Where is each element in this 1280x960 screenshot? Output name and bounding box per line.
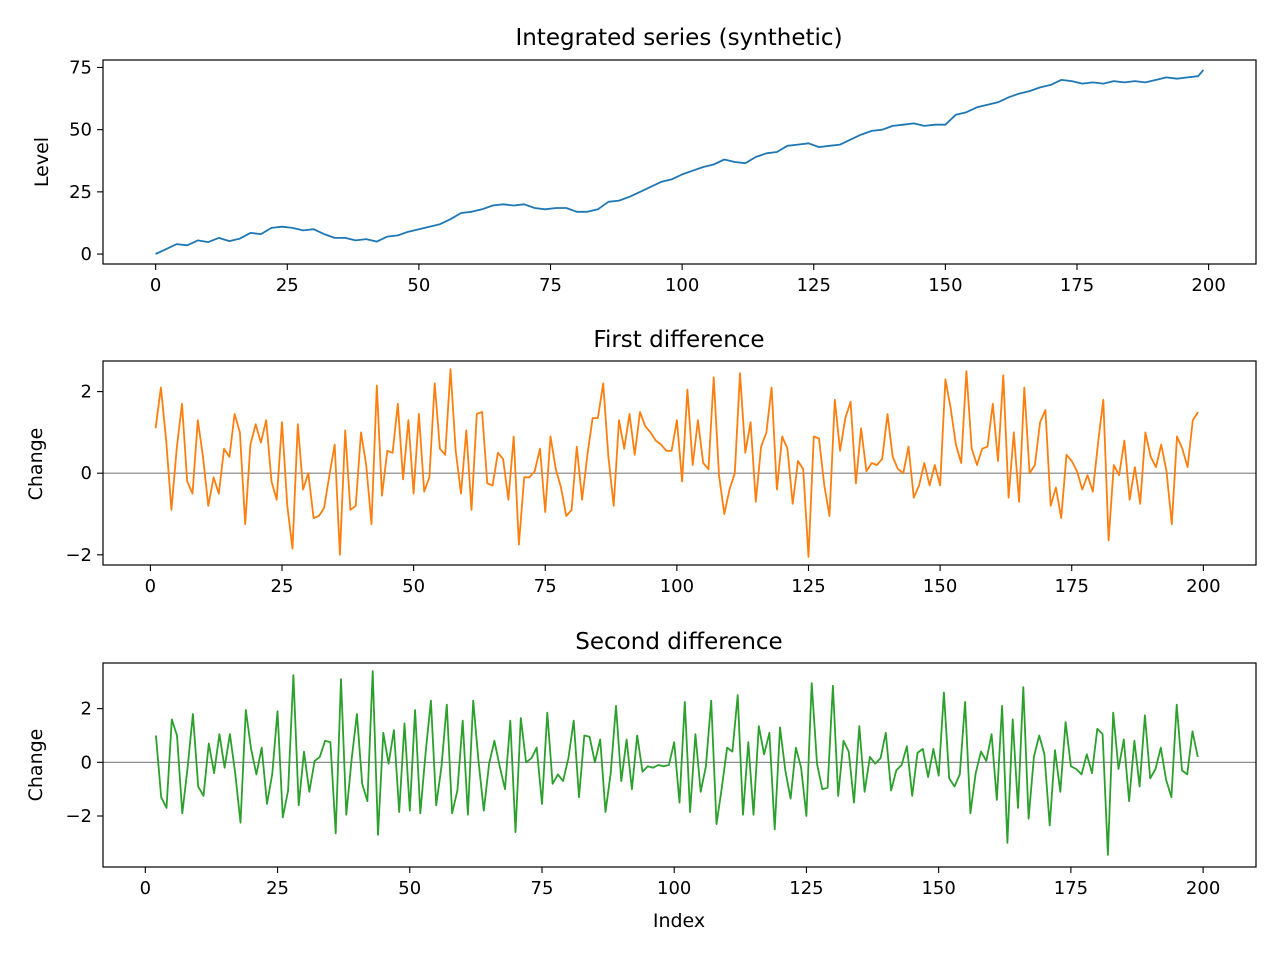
plot-frame [102, 662, 1257, 868]
panel-first-difference: First difference Change 0 25 50 75 100 125 150… [25, 327, 1257, 597]
plot-frame [102, 360, 1257, 566]
x-tick-label: 25 [271, 576, 294, 597]
x-tick-label: 50 [398, 878, 421, 899]
x-tick-label: 0 [150, 275, 161, 296]
x-tick-label: 175 [1054, 878, 1088, 899]
plot-frame [102, 59, 1257, 265]
x-tick-label: 200 [1186, 576, 1220, 597]
x-tick-label: 150 [923, 576, 957, 597]
y-tick-label: 0 [81, 463, 92, 484]
x-tick-label: 150 [921, 878, 955, 899]
y-tick-label: 25 [69, 182, 92, 203]
x-tick-label: 25 [276, 275, 299, 296]
x-tick-label: 100 [665, 275, 699, 296]
y-axis-label: Change [25, 428, 47, 501]
series-line [155, 69, 1205, 255]
x-tick-label: 0 [145, 576, 156, 597]
x-tick-label: 125 [789, 878, 823, 899]
y-tick-label: 50 [69, 120, 92, 141]
x-tick-label: 175 [1060, 275, 1094, 296]
x-axis-label: Index [653, 910, 705, 932]
x-tick-label: 50 [407, 275, 430, 296]
x-tick-label: 200 [1191, 275, 1225, 296]
x-tick-label: 75 [531, 878, 554, 899]
y-tick-label: −2 [65, 545, 92, 566]
x-tick-label: 100 [660, 576, 694, 597]
y-tick-label: 2 [81, 382, 92, 403]
y-tick-label: −2 [65, 806, 92, 827]
y-tick-label: 0 [81, 244, 92, 265]
x-tick-label: 50 [402, 576, 425, 597]
y-tick-label: 2 [81, 699, 92, 720]
chart-title: Integrated series (synthetic) [515, 25, 842, 51]
y-axis-label: Change [25, 729, 47, 802]
x-tick-label: 75 [534, 576, 557, 597]
series-line [154, 368, 1199, 558]
chart-title: First difference [593, 327, 764, 353]
x-tick-label: 125 [791, 576, 825, 597]
x-tick-label: 200 [1186, 878, 1220, 899]
y-tick-label: 0 [81, 752, 92, 773]
y-axis-label: Level [31, 137, 53, 187]
x-tick-label: 0 [140, 878, 151, 899]
x-tick-label: 175 [1055, 576, 1089, 597]
panel-second-difference: Second difference Change Index 0 25 50 75 10… [25, 629, 1257, 932]
series-line [155, 670, 1199, 856]
x-tick-label: 125 [797, 275, 831, 296]
y-tick-label: 75 [69, 57, 92, 78]
x-tick-label: 150 [928, 275, 962, 296]
x-tick-label: 75 [539, 275, 562, 296]
panel-integrated-series: Integrated series (synthetic) Level 0 25 5… [31, 25, 1257, 296]
x-tick-label: 100 [657, 878, 691, 899]
x-tick-label: 25 [266, 878, 289, 899]
chart-title: Second difference [575, 629, 782, 655]
